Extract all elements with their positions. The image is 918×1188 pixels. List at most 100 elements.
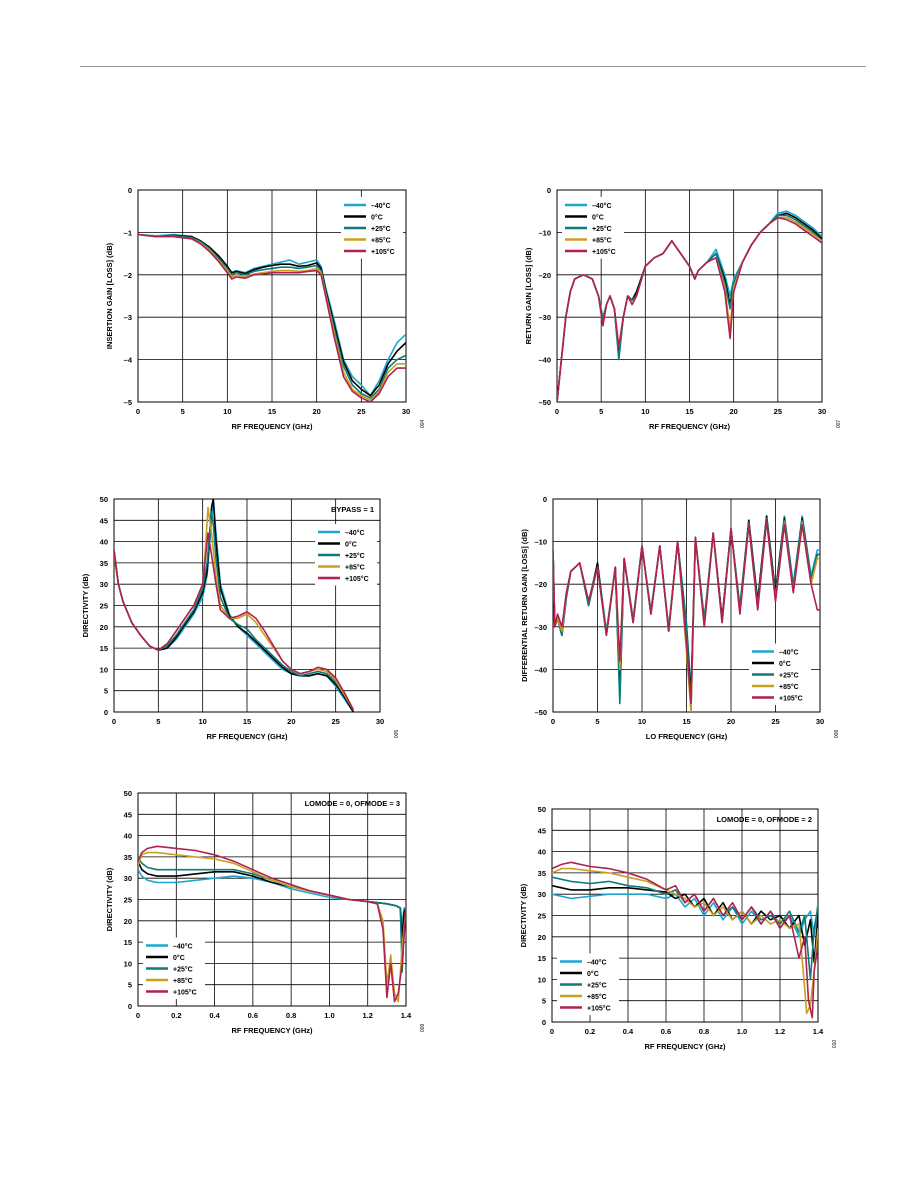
y-tick-label: 30	[100, 580, 108, 589]
legend-label: +85°C	[371, 237, 391, 245]
legend-label: –40°C	[173, 943, 193, 951]
x-tick-label: 5	[156, 717, 160, 726]
x-tick-label: 10	[638, 717, 646, 726]
y-tick-label: 15	[124, 938, 132, 947]
y-tick-label: 25	[100, 602, 108, 611]
y-tick-label: 0	[128, 186, 132, 195]
x-tick-label: 1.2	[775, 1027, 785, 1036]
legend-label: 0°C	[592, 214, 604, 222]
x-axis-title: LO FREQUENCY (GHz)	[646, 732, 728, 741]
y-tick-label: 40	[538, 848, 546, 857]
y-tick-label: 20	[538, 933, 546, 942]
legend-label: +25°C	[592, 225, 612, 233]
series-group	[114, 499, 355, 712]
y-tick-label: 0	[543, 495, 547, 504]
x-axis-title: RF FREQUENCY (GHz)	[206, 732, 288, 741]
x-tick-label: 15	[268, 407, 276, 416]
y-tick-label: –20	[538, 271, 551, 280]
legend-label: –40°C	[592, 202, 612, 210]
figure-code: 010	[832, 1040, 838, 1049]
legend-label: –40°C	[345, 529, 365, 537]
y-tick-label: –5	[124, 398, 132, 407]
y-tick-label: 0	[104, 708, 108, 717]
series-line-3	[138, 233, 406, 401]
chart-c4: 0 5 10 15 20 25 30 –50 –40 –30 –20 –10 0 LO FREQUENCY…	[520, 495, 840, 741]
x-tick-label: 0	[555, 407, 559, 416]
figure-code: 009	[420, 1024, 426, 1033]
y-tick-label: –1	[124, 228, 132, 237]
series-group	[557, 210, 822, 402]
x-tick-label: 0.2	[171, 1011, 181, 1020]
series-line-1	[138, 233, 406, 397]
corner-note: LOMODE = 0, OFMODE = 2	[717, 815, 812, 824]
corner-note: LOMODE = 0, OFMODE = 3	[305, 799, 400, 808]
x-tick-label: 25	[357, 407, 365, 416]
y-tick-label: 20	[100, 623, 108, 632]
x-tick-label: 1.4	[401, 1011, 412, 1020]
x-tick-label: 15	[682, 717, 690, 726]
legend-label: +85°C	[173, 977, 193, 985]
legend-label: 0°C	[345, 541, 357, 549]
legend-label: +85°C	[592, 237, 612, 245]
y-tick-label: 20	[124, 917, 132, 926]
x-tick-label: 5	[599, 407, 603, 416]
y-tick-label: 45	[100, 516, 108, 525]
legend-label: +105°C	[779, 695, 803, 703]
legend-label: 0°C	[587, 970, 599, 978]
legend: –40°C 0°C +25°C +85°C +105°C	[341, 197, 403, 259]
y-tick-label: 25	[124, 896, 132, 905]
legend-label: +105°C	[345, 575, 369, 583]
y-tick-label: –50	[538, 398, 551, 407]
legend-label: +105°C	[173, 989, 197, 997]
x-tick-label: 25	[331, 717, 339, 726]
x-tick-label: 0	[136, 407, 140, 416]
legend-label: +25°C	[779, 672, 799, 680]
x-tick-label: 0.6	[661, 1027, 671, 1036]
legend: –40°C 0°C +25°C +85°C +105°C	[557, 953, 619, 1015]
x-tick-label: 0.2	[585, 1027, 595, 1036]
x-tick-label: 20	[727, 717, 735, 726]
x-tick-label: 0.4	[623, 1027, 634, 1036]
y-tick-label: 0	[547, 186, 551, 195]
x-tick-label: 0.6	[248, 1011, 258, 1020]
legend: –40°C 0°C +25°C +85°C +105°C	[562, 197, 624, 259]
y-tick-label: 40	[100, 538, 108, 547]
y-tick-label: –30	[534, 623, 547, 632]
y-tick-label: 40	[124, 832, 132, 841]
y-tick-label: 25	[538, 912, 546, 921]
y-tick-label: –40	[534, 665, 547, 674]
corner-note: BYPASS = 1	[331, 505, 374, 514]
y-tick-label: 0	[128, 1002, 132, 1011]
series-line-4	[553, 519, 820, 705]
legend-label: +105°C	[592, 248, 616, 256]
x-tick-label: 25	[771, 717, 779, 726]
y-tick-label: –20	[534, 580, 547, 589]
x-tick-label: 0.8	[699, 1027, 709, 1036]
series-line-4	[552, 861, 818, 1019]
legend-label: 0°C	[173, 954, 185, 962]
x-tick-label: 30	[818, 407, 826, 416]
x-tick-label: 20	[312, 407, 320, 416]
x-tick-label: 30	[402, 407, 410, 416]
page-top-rule	[80, 66, 866, 67]
y-axis-title: INSERTION GAIN [LOSS] (dB)	[105, 242, 114, 349]
x-tick-label: 25	[774, 407, 782, 416]
legend-label: +105°C	[587, 1005, 611, 1013]
x-tick-label: 20	[729, 407, 737, 416]
y-tick-label: –50	[534, 708, 547, 717]
x-axis-title: RF FREQUENCY (GHz)	[649, 422, 731, 431]
y-tick-label: –10	[534, 538, 547, 547]
series-group	[552, 861, 818, 1019]
y-tick-label: 10	[100, 665, 108, 674]
y-tick-label: 10	[538, 975, 546, 984]
series-group	[553, 515, 820, 712]
x-tick-label: 10	[223, 407, 231, 416]
x-tick-label: 10	[641, 407, 649, 416]
legend-label: +25°C	[345, 552, 365, 560]
series-line-4	[557, 216, 822, 402]
y-tick-label: 5	[542, 997, 546, 1006]
figure-code: 005	[394, 730, 400, 739]
series-group	[138, 845, 406, 1003]
legend-label: +25°C	[587, 982, 607, 990]
